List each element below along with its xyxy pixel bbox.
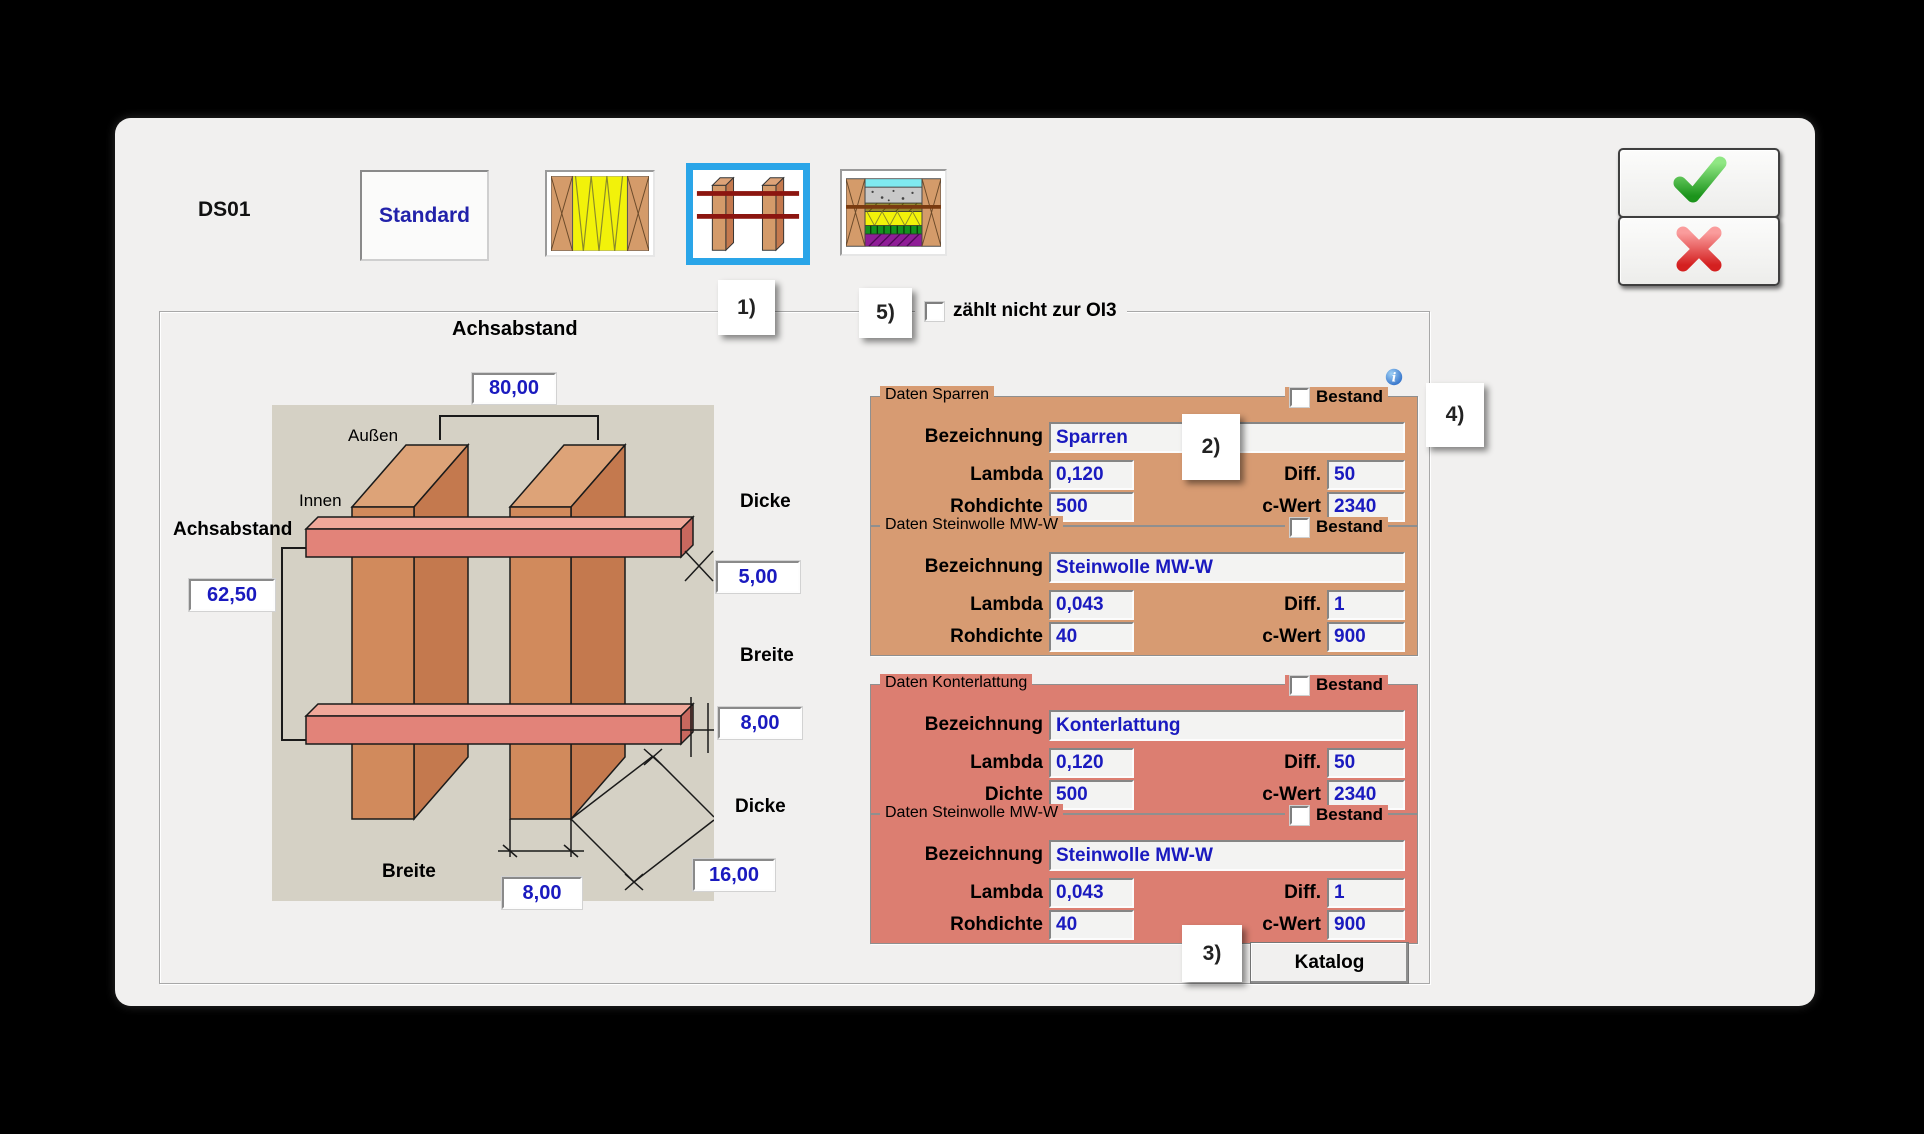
bestand-checkbox[interactable] xyxy=(1290,675,1309,695)
group-title: Daten Steinwolle MW-W xyxy=(880,804,1064,822)
batten-thickness-field[interactable]: 5,00 xyxy=(716,561,800,593)
oi3-checkbox[interactable] xyxy=(925,301,944,321)
cancel-button[interactable] xyxy=(1618,216,1780,286)
insulated-wall-icon xyxy=(551,176,649,251)
axis-spacing-left-label: Achsabstand xyxy=(173,519,293,540)
diff-field[interactable]: 50 xyxy=(1327,748,1405,778)
bezeichnung-field[interactable]: Steinwolle MW-W xyxy=(1049,840,1405,871)
katalog-button[interactable]: Katalog xyxy=(1250,942,1409,984)
lambda-label: Lambda xyxy=(970,752,1043,773)
group-daten-sparren: Daten Sparren Bestand Bezeichnung Sparre… xyxy=(870,386,1418,526)
axis-spacing-left-field[interactable]: 62,50 xyxy=(189,579,275,611)
content-frame xyxy=(159,311,1430,984)
rafter-thickness-label: Dicke xyxy=(735,796,786,817)
cwert-label: c-Wert xyxy=(1262,914,1321,935)
diff-label: Diff. xyxy=(1284,594,1321,615)
rafter-width-field[interactable]: 8,00 xyxy=(502,877,582,909)
bestand-checkbox[interactable] xyxy=(1290,517,1309,537)
batten-width-label: Breite xyxy=(740,645,794,666)
group-daten-steinwolle-1: Daten Steinwolle MW-W Bestand Bezeichnun… xyxy=(870,516,1418,656)
diff-label: Diff. xyxy=(1284,882,1321,903)
dialog-window: DS01 Standard xyxy=(115,118,1815,1006)
bestand-label: Bestand xyxy=(1316,387,1384,406)
lambda-field[interactable]: 0,043 xyxy=(1049,878,1134,908)
lambda-label: Lambda xyxy=(970,882,1043,903)
bestand-label: Bestand xyxy=(1316,675,1384,694)
element-id-label: DS01 xyxy=(198,198,251,221)
group-title: Daten Steinwolle MW-W xyxy=(880,516,1064,534)
rafter-thickness-field[interactable]: 16,00 xyxy=(693,859,775,891)
lambda-field[interactable]: 0,120 xyxy=(1049,460,1134,490)
axis-spacing-top-field[interactable]: 80,00 xyxy=(472,373,556,404)
rafter-width-label: Breite xyxy=(382,861,436,882)
cwert-label: c-Wert xyxy=(1262,626,1321,647)
lambda-field[interactable]: 0,043 xyxy=(1049,590,1134,620)
annotation-3: 3) xyxy=(1182,925,1242,982)
red-cross-icon xyxy=(1667,224,1731,279)
info-icon[interactable]: i xyxy=(1385,368,1403,386)
annotation-4: 4) xyxy=(1426,383,1484,447)
lambda-label: Lambda xyxy=(970,464,1043,485)
bestand-checkbox[interactable] xyxy=(1290,805,1309,825)
diagram-canvas xyxy=(272,405,714,901)
inside-label: Innen xyxy=(299,491,342,510)
diff-label: Diff. xyxy=(1284,752,1321,773)
bezeichnung-label: Bezeichnung xyxy=(924,844,1043,865)
bestand-checkbox[interactable] xyxy=(1290,387,1309,407)
green-checkmark-icon xyxy=(1664,155,1734,212)
diagram-title: Achsabstand xyxy=(452,318,578,340)
group-daten-steinwolle-2: Daten Steinwolle MW-W Bestand Bezeichnun… xyxy=(870,804,1418,944)
construction-type-multilayer-roof-button[interactable] xyxy=(840,169,947,256)
outside-label: Außen xyxy=(348,426,399,445)
rafters-battens-icon xyxy=(695,172,801,256)
density-label: Rohdichte xyxy=(950,914,1043,935)
annotation-5: 5) xyxy=(859,288,912,338)
group-daten-konterlattung: Daten Konterlattung Bestand Bezeichnung … xyxy=(870,674,1418,814)
rafter-batten-drawing xyxy=(281,415,714,891)
multilayer-roof-icon xyxy=(846,175,941,250)
batten-thickness-label: Dicke xyxy=(740,491,791,512)
diff-field[interactable]: 50 xyxy=(1327,460,1405,490)
standard-button[interactable]: Standard xyxy=(360,170,489,261)
bestand-caption: Bestand xyxy=(1285,387,1389,407)
density-field[interactable]: 40 xyxy=(1049,910,1134,940)
density-field[interactable]: 500 xyxy=(1049,780,1134,810)
bestand-label: Bestand xyxy=(1316,805,1384,824)
lambda-label: Lambda xyxy=(970,594,1043,615)
density-field[interactable]: 500 xyxy=(1049,492,1134,522)
bestand-caption: Bestand xyxy=(1285,805,1389,825)
density-label: Dichte xyxy=(984,784,1043,805)
group-title: Daten Sparren xyxy=(880,386,995,404)
cwert-field[interactable]: 900 xyxy=(1327,622,1405,652)
annotation-1: 1) xyxy=(718,280,775,335)
cwert-label: c-Wert xyxy=(1262,784,1321,805)
svg-text:i: i xyxy=(1392,371,1397,385)
bezeichnung-label: Bezeichnung xyxy=(924,714,1043,735)
group-title: Daten Konterlattung xyxy=(880,674,1033,692)
batten-width-field[interactable]: 8,00 xyxy=(718,707,802,739)
bestand-caption: Bestand xyxy=(1285,517,1389,537)
density-label: Rohdichte xyxy=(950,496,1043,517)
oi3-caption: zählt nicht zur OI3 xyxy=(915,297,1127,325)
bestand-label: Bestand xyxy=(1316,517,1384,536)
bezeichnung-field[interactable]: Konterlattung xyxy=(1049,710,1405,741)
cwert-label: c-Wert xyxy=(1262,496,1321,517)
bezeichnung-label: Bezeichnung xyxy=(924,556,1043,577)
density-field[interactable]: 40 xyxy=(1049,622,1134,652)
construction-type-insulated-wall-button[interactable] xyxy=(545,170,655,257)
bezeichnung-label: Bezeichnung xyxy=(924,426,1043,447)
diff-label: Diff. xyxy=(1284,464,1321,485)
diff-field[interactable]: 1 xyxy=(1327,878,1405,908)
lambda-field[interactable]: 0,120 xyxy=(1049,748,1134,778)
ok-button[interactable] xyxy=(1618,148,1780,218)
bezeichnung-field[interactable]: Steinwolle MW-W xyxy=(1049,552,1405,583)
cwert-field[interactable]: 900 xyxy=(1327,910,1405,940)
annotation-2: 2) xyxy=(1182,414,1240,480)
oi3-label: zählt nicht zur OI3 xyxy=(953,300,1117,321)
density-label: Rohdichte xyxy=(950,626,1043,647)
diff-field[interactable]: 1 xyxy=(1327,590,1405,620)
construction-type-rafters-battens-button-selected[interactable] xyxy=(686,163,810,265)
bestand-caption: Bestand xyxy=(1285,675,1389,695)
